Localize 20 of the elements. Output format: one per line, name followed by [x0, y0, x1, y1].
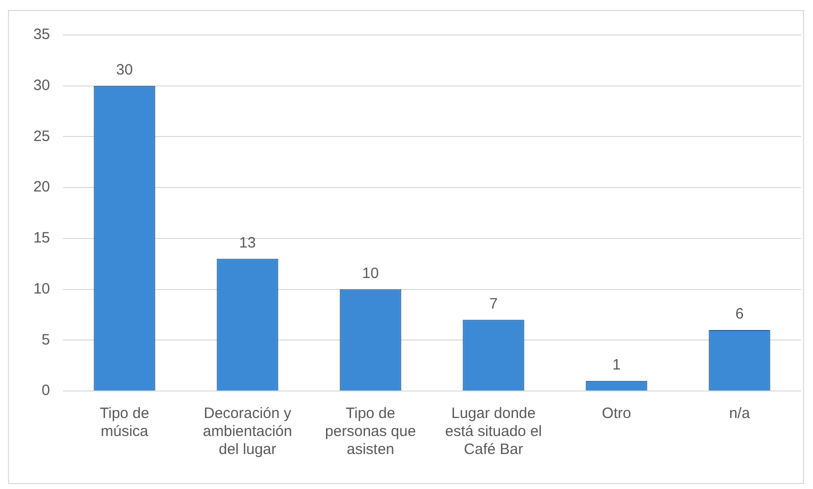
data-label: 10	[362, 264, 379, 282]
y-tick-label: 25	[33, 128, 50, 145]
data-label: 1	[612, 356, 621, 374]
y-tick-label: 20	[33, 178, 50, 196]
x-tick-label: Otro	[602, 405, 632, 422]
x-tick-label: Tipo de música	[100, 405, 150, 440]
y-tick-label: 5	[42, 331, 50, 348]
data-label: 7	[489, 295, 498, 312]
y-tick-label: 15	[33, 230, 50, 247]
x-tick-label: Lugar donde está situado el Café Bar	[445, 405, 542, 458]
x-tick-label: n/a	[729, 405, 751, 422]
x-tick-label: Decoración y ambientación del lugar	[202, 405, 292, 458]
data-label: 13	[239, 234, 256, 252]
data-label: 6	[735, 306, 744, 323]
x-tick-label: Tipo de personas que asisten	[325, 405, 416, 458]
y-tick-label: 35	[33, 26, 50, 44]
y-tick-label: 10	[33, 280, 50, 298]
y-tick-label: 0	[42, 382, 50, 400]
y-tick-label: 30	[33, 77, 50, 94]
data-label: 30	[116, 62, 133, 78]
